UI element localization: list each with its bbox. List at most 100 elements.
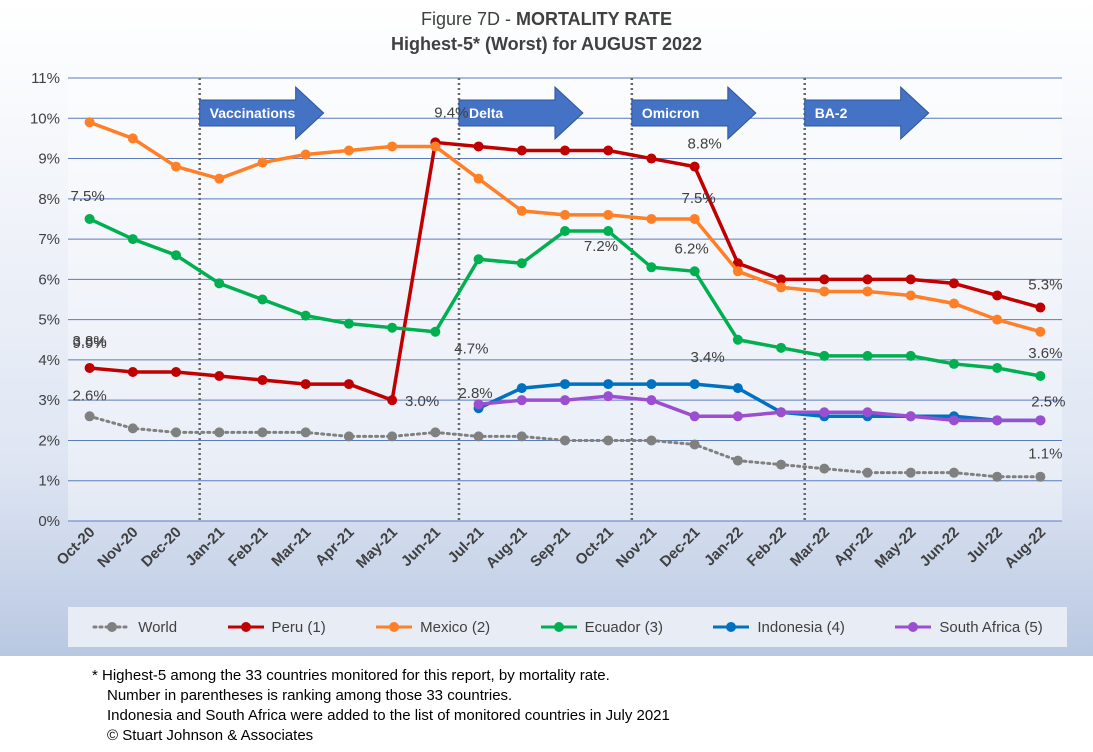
data-point (689, 266, 700, 277)
legend-label: Indonesia (4) (757, 618, 845, 636)
x-tick-label: Jan-22 (701, 524, 747, 570)
event-label: BA-2 (815, 105, 848, 121)
x-tick-label: Oct-21 (572, 524, 617, 569)
data-point (905, 290, 916, 301)
data-point (646, 395, 657, 406)
data-point (560, 395, 570, 406)
event-arrow (199, 85, 325, 141)
data-point (819, 274, 830, 285)
data-label: 3.4% (691, 349, 725, 366)
data-point (776, 407, 787, 418)
data-point (905, 467, 916, 478)
data-point (300, 379, 311, 390)
data-point (905, 350, 916, 361)
data-point (430, 326, 441, 337)
footnote-line-2: Number in parentheses is ranking among t… (107, 687, 513, 704)
series-line (88, 414, 1042, 479)
series-line (477, 382, 1041, 423)
data-label: 7.5% (71, 188, 105, 205)
data-point (430, 427, 441, 438)
data-point (689, 161, 700, 172)
data-point (473, 173, 484, 184)
data-point (603, 379, 614, 390)
x-tick-label: Oct-20 (53, 524, 98, 569)
footnote-line-1: * Highest-5 among the 33 countries monit… (92, 667, 610, 684)
data-point (646, 213, 657, 224)
x-tick-label: Jun-22 (917, 524, 963, 570)
data-point (732, 411, 743, 422)
data-point (214, 427, 225, 438)
data-point (646, 435, 657, 446)
x-tick-label: May-22 (872, 524, 920, 572)
data-point (948, 278, 959, 289)
data-point (171, 161, 182, 172)
y-tick-label: 7% (38, 231, 60, 248)
line-chart: 0%1%2%3%4%5%6%7%8%9%10%11%Oct-20Nov-20De… (30, 70, 1066, 572)
data-point (257, 157, 268, 168)
data-point (862, 274, 873, 285)
data-label: 6.2% (675, 240, 709, 257)
data-point (689, 213, 700, 224)
data-point (300, 149, 311, 160)
data-point (430, 141, 441, 152)
data-point (992, 314, 1003, 325)
data-label: 2.5% (1031, 393, 1065, 410)
data-label: 3.6% (1028, 345, 1062, 362)
data-label: 3.0% (405, 393, 439, 410)
data-point (689, 439, 700, 450)
y-tick-label: 0% (38, 513, 60, 530)
data-point (862, 286, 873, 297)
x-tick-label: Nov-20 (94, 524, 141, 571)
data-point (171, 366, 182, 377)
event-label: Omicron (642, 105, 700, 121)
data-point (473, 431, 484, 442)
data-point (776, 342, 787, 353)
data-point (1035, 302, 1046, 313)
legend: World Peru (1) Mexico (2) Ecuador (3) Indone… (68, 607, 1067, 647)
data-point (516, 145, 527, 156)
data-point (387, 431, 398, 442)
footnote: * Highest-5 among the 33 countries monit… (92, 666, 670, 746)
data-point (473, 399, 484, 410)
legend-swatch (540, 622, 577, 632)
y-tick-label: 1% (38, 473, 60, 490)
data-point (819, 407, 830, 418)
x-tick-label: Mar-22 (787, 524, 833, 570)
data-point (473, 254, 484, 265)
data-point (992, 415, 1003, 426)
data-point (732, 455, 743, 466)
data-point (343, 379, 354, 390)
series-line (478, 394, 1041, 423)
legend-label: World (138, 618, 178, 636)
y-tick-label: 5% (38, 312, 60, 329)
data-point (992, 290, 1003, 301)
footnote-line-4: © Stuart Johnson & Associates (107, 727, 314, 744)
data-label: 8.8% (688, 136, 722, 153)
data-point (84, 362, 95, 373)
data-point (948, 467, 959, 478)
x-tick-label: Aug-21 (483, 524, 531, 572)
data-point (603, 145, 614, 156)
legend-label: South Africa (5) (939, 618, 1043, 636)
data-point (646, 262, 657, 273)
data-point (343, 145, 354, 156)
y-tick-label: 11% (31, 70, 60, 87)
data-point (1035, 371, 1046, 382)
legend-item: Ecuador (3) (539, 619, 663, 636)
data-point (862, 350, 873, 361)
data-point (948, 358, 959, 369)
data-point (516, 395, 527, 406)
data-point (905, 411, 916, 422)
data-point (819, 350, 830, 361)
data-label: 3.8% (73, 333, 107, 350)
data-point (343, 431, 354, 442)
x-tick-label: Jul-21 (445, 524, 488, 567)
legend-swatch (227, 622, 264, 632)
x-tick-label: Nov-21 (613, 524, 660, 571)
y-tick-label: 9% (38, 151, 60, 168)
x-tick-label: Sep-21 (527, 524, 574, 571)
data-point (84, 117, 95, 128)
data-point (603, 209, 614, 220)
data-point (214, 173, 225, 184)
data-label: 2.6% (73, 387, 107, 404)
